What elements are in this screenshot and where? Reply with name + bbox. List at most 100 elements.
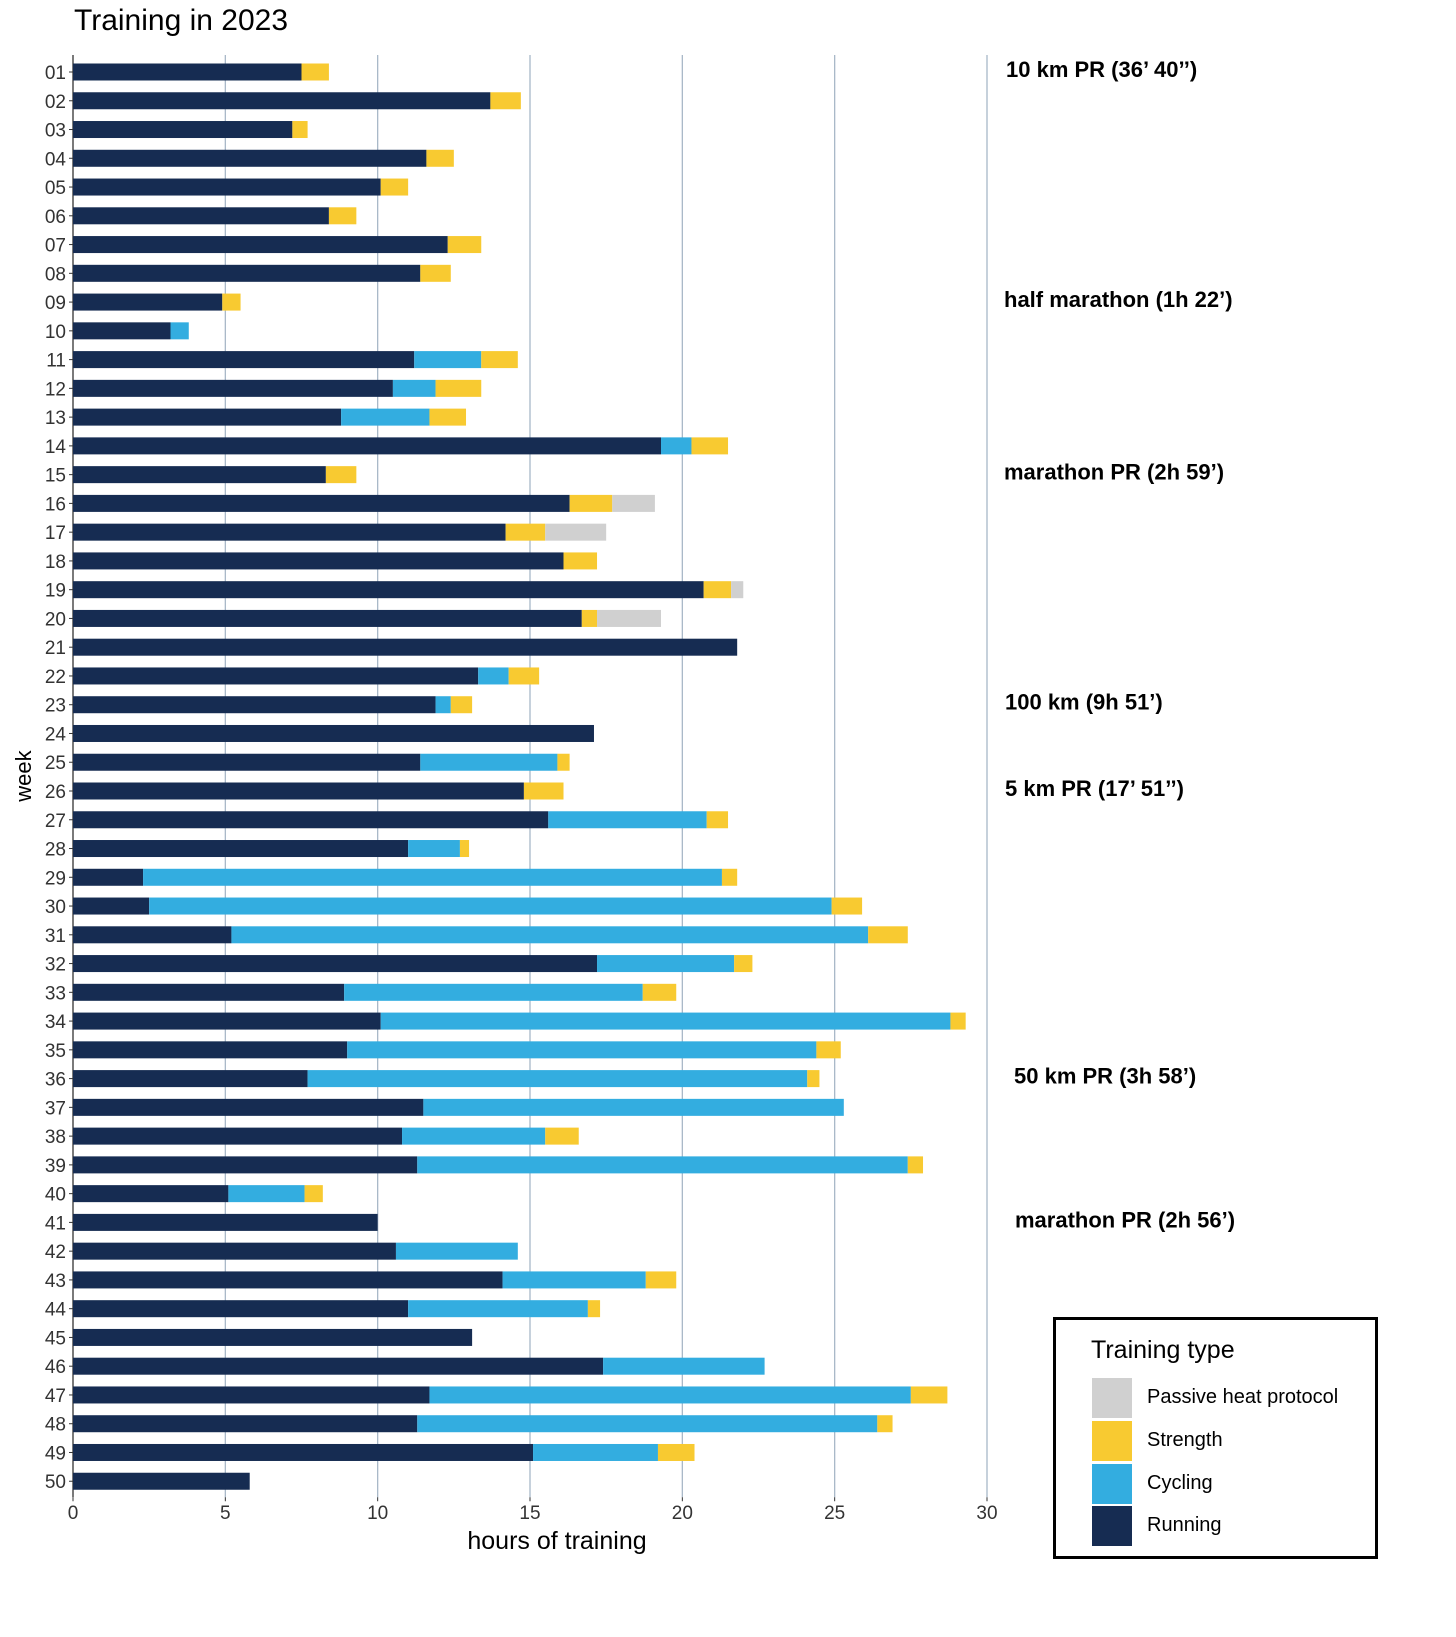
- legend: Training type Passive heat protocol Stre…: [1053, 1317, 1378, 1559]
- y-tick-label: 30: [45, 897, 66, 918]
- bar-cycling-week-13: [341, 408, 430, 426]
- bar-strength-week-28: [459, 840, 470, 858]
- bar-cycling-week-29: [143, 868, 722, 886]
- y-tick-label: 38: [45, 1127, 66, 1148]
- bar-running-week-05: [73, 178, 381, 196]
- bar-strength-week-39: [907, 1156, 924, 1174]
- bar-passive-heat-protocol-week-20: [597, 609, 662, 627]
- y-tick-label: 45: [45, 1328, 66, 1349]
- bar-running-week-20: [73, 609, 582, 627]
- y-tick-label: 03: [45, 121, 66, 142]
- bar-strength-week-25: [557, 753, 570, 771]
- bar-strength-week-27: [706, 811, 729, 829]
- bar-strength-week-19: [703, 581, 732, 599]
- bar-strength-week-08: [420, 264, 451, 282]
- y-tick-label: 20: [45, 609, 66, 630]
- y-tick-label: 39: [45, 1156, 66, 1177]
- bar-cycling-week-22: [478, 667, 509, 685]
- legend-label: Strength: [1147, 1429, 1223, 1451]
- bar-cycling-week-39: [417, 1156, 908, 1174]
- bar-running-week-37: [73, 1098, 424, 1116]
- bar-strength-week-43: [645, 1271, 677, 1289]
- bar-running-week-39: [73, 1156, 418, 1174]
- bar-cycling-week-31: [231, 926, 869, 944]
- y-tick-label: 29: [45, 868, 66, 889]
- bar-cycling-week-25: [420, 753, 558, 771]
- y-tick-label: 35: [45, 1041, 66, 1062]
- bar-cycling-week-14: [661, 437, 692, 455]
- annotation-week-26: 5 km PR (17’ 51’’): [1005, 776, 1184, 801]
- y-tick-label: 19: [45, 581, 66, 602]
- legend-label: Cycling: [1147, 1472, 1213, 1494]
- bar-running-week-48: [73, 1415, 418, 1433]
- bar-running-week-47: [73, 1386, 430, 1404]
- bar-strength-week-04: [426, 149, 454, 167]
- bar-running-week-03: [73, 121, 293, 139]
- bar-running-week-15: [73, 466, 326, 484]
- annotation-week-36: 50 km PR (3h 58’): [1014, 1064, 1196, 1089]
- bar-running-week-24: [73, 724, 594, 742]
- legend-label: Running: [1147, 1514, 1222, 1536]
- bar-running-week-49: [73, 1443, 534, 1461]
- bar-running-week-50: [73, 1472, 250, 1490]
- legend-swatch: [1092, 1506, 1132, 1546]
- bar-running-week-34: [73, 1012, 381, 1030]
- bar-strength-week-07: [447, 236, 482, 254]
- bar-strength-week-23: [450, 696, 473, 714]
- bar-strength-week-36: [807, 1070, 820, 1088]
- bar-running-week-36: [73, 1070, 308, 1088]
- bar-running-week-28: [73, 840, 409, 858]
- annotation-week-23: 100 km (9h 51’): [1005, 690, 1163, 715]
- bar-running-week-22: [73, 667, 479, 685]
- bar-cycling-week-33: [344, 983, 643, 1001]
- bar-running-week-33: [73, 983, 345, 1001]
- bar-cycling-week-28: [408, 840, 460, 858]
- y-tick-label: 42: [45, 1242, 66, 1263]
- legend-swatch: [1092, 1464, 1132, 1504]
- bar-running-week-45: [73, 1328, 473, 1346]
- bar-strength-week-48: [877, 1415, 893, 1433]
- bar-strength-week-47: [910, 1386, 948, 1404]
- y-tick-label: 13: [45, 408, 66, 429]
- bar-strength-week-13: [429, 408, 467, 426]
- y-tick-label: 48: [45, 1415, 66, 1436]
- bar-strength-week-34: [950, 1012, 966, 1030]
- bar-strength-week-33: [642, 983, 677, 1001]
- y-tick-label: 27: [45, 811, 66, 832]
- y-tick-label: 37: [45, 1098, 66, 1119]
- bar-strength-week-38: [545, 1127, 579, 1145]
- bar-cycling-week-49: [533, 1443, 658, 1461]
- legend-title: Training type: [1091, 1336, 1235, 1364]
- y-tick-label: 08: [45, 264, 66, 285]
- bar-strength-week-05: [380, 178, 409, 196]
- bar-cycling-week-12: [392, 379, 436, 397]
- bar-running-week-35: [73, 1041, 348, 1059]
- annotation-week-15: marathon PR (2h 59’): [1004, 460, 1224, 485]
- bar-running-week-42: [73, 1242, 396, 1260]
- y-tick-label: 26: [45, 782, 66, 803]
- bar-running-week-11: [73, 351, 415, 369]
- annotation-week-41: marathon PR (2h 56’): [1015, 1207, 1235, 1232]
- y-tick-label: 16: [45, 494, 66, 515]
- bar-cycling-week-32: [597, 955, 735, 973]
- x-tick-label: 20: [672, 1503, 693, 1524]
- bar-strength-week-14: [691, 437, 729, 455]
- y-tick-label: 05: [45, 178, 66, 199]
- bar-cycling-week-44: [408, 1300, 588, 1318]
- bar-running-week-21: [73, 638, 738, 656]
- chart-title: Training in 2023: [74, 4, 289, 37]
- y-tick-label: 41: [45, 1213, 66, 1234]
- x-tick-label: 30: [976, 1503, 997, 1524]
- bar-passive-heat-protocol-week-17: [545, 523, 607, 541]
- bar-strength-week-12: [435, 379, 482, 397]
- bar-passive-heat-protocol-week-16: [612, 494, 655, 512]
- bar-cycling-week-42: [395, 1242, 518, 1260]
- bar-strength-week-15: [325, 466, 357, 484]
- bar-running-week-07: [73, 236, 448, 254]
- y-tick-label: 31: [45, 926, 66, 947]
- y-tick-label: 01: [45, 63, 66, 84]
- bar-cycling-week-11: [414, 351, 482, 369]
- x-tick-label: 0: [68, 1503, 79, 1524]
- bar-cycling-week-34: [380, 1012, 951, 1030]
